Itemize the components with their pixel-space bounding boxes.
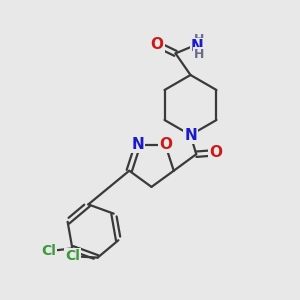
- Text: Cl: Cl: [41, 244, 56, 258]
- Text: N: N: [184, 128, 197, 142]
- Text: H: H: [194, 33, 205, 46]
- Text: O: O: [150, 37, 164, 52]
- Text: N: N: [131, 137, 144, 152]
- Text: N: N: [191, 39, 203, 54]
- Text: O: O: [159, 137, 172, 152]
- Text: Cl: Cl: [65, 249, 80, 263]
- Text: H: H: [194, 48, 205, 62]
- Text: O: O: [209, 145, 222, 160]
